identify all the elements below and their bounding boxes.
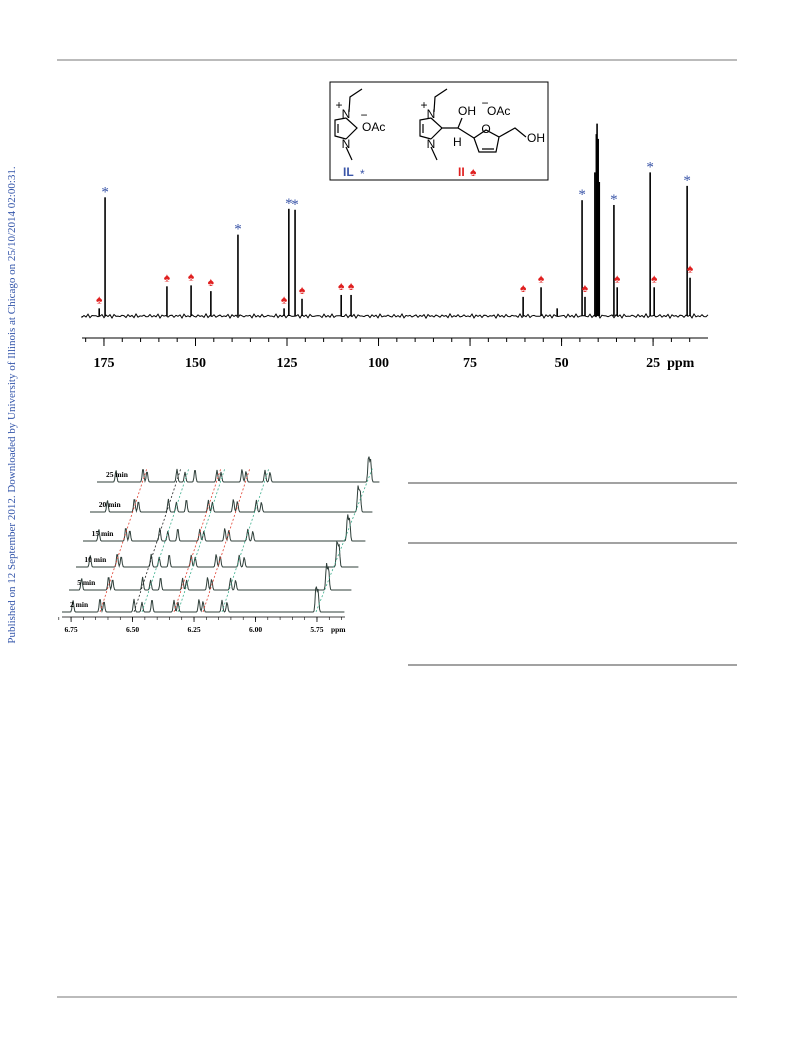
guide-line — [133, 467, 182, 613]
peak-marker: ♠ — [651, 271, 658, 285]
legend-label: II — [458, 165, 465, 179]
charge: − — [360, 108, 367, 122]
structure-box: N + N − OAc N + N OH H − OAc O OH IL * I… — [329, 81, 549, 181]
peak-marker: ♠ — [538, 271, 545, 285]
guide-line — [99, 467, 148, 613]
x-tick-label: 125 — [277, 356, 298, 371]
trace — [97, 456, 380, 483]
sidebar-note: Published on 12 September 2012. Download… — [6, 166, 18, 643]
peak-marker: * — [285, 196, 293, 212]
legend-label: IL — [343, 165, 354, 179]
atom: N — [427, 137, 436, 151]
peak-marker: * — [646, 159, 654, 175]
x-tick-label: 75 — [463, 356, 477, 371]
peak-marker: ♠ — [614, 271, 621, 285]
x-tick-label: 6.75 — [65, 625, 78, 634]
guide-line — [177, 467, 226, 613]
x-tick-label: 6.50 — [126, 625, 139, 634]
peak-marker: * — [291, 197, 299, 213]
x-tick-label: 150 — [185, 356, 206, 371]
anion: OAc — [362, 120, 385, 134]
peak-marker: ♠ — [96, 292, 103, 306]
row-label: 10 min — [84, 555, 107, 564]
peak-marker: * — [610, 192, 618, 208]
peak-marker: ♠ — [188, 269, 195, 283]
row-label: 5 min — [77, 578, 96, 587]
peak-marker: ♠ — [281, 292, 288, 306]
guide-line — [315, 467, 373, 613]
x-tick-label: 5.75 — [310, 625, 323, 634]
peak-marker: ♠ — [520, 281, 527, 295]
peak-marker: ♠ — [348, 279, 355, 293]
x-tick-label: 100 — [368, 356, 389, 371]
trace — [83, 514, 366, 542]
x-unit: ppm — [667, 356, 695, 371]
peak-marker: ♠ — [208, 275, 215, 289]
peak-marker: * — [101, 184, 109, 200]
legend-mark: * — [360, 167, 365, 181]
x-tick-label: 175 — [93, 356, 114, 371]
row-label: 25 min — [106, 470, 129, 479]
charge: − — [481, 96, 488, 110]
x-tick-label: 6.25 — [187, 625, 200, 634]
guide-line — [202, 467, 251, 613]
peak-marker: * — [234, 222, 242, 238]
x-tick-label: 6.00 — [249, 625, 262, 634]
peak-marker: ♠ — [299, 283, 306, 297]
x-tick-label: 50 — [555, 356, 569, 371]
peak-marker: * — [578, 187, 586, 203]
x-tick-label: 25 — [646, 356, 660, 371]
peak-marker: ♠ — [582, 281, 589, 295]
guide-line — [173, 467, 222, 613]
atom: OH — [458, 104, 476, 118]
guide-line — [141, 467, 190, 613]
anion: OAc — [487, 104, 510, 118]
charge: + — [420, 98, 427, 112]
trace — [69, 563, 352, 591]
peak-marker: ♠ — [687, 262, 694, 276]
atom: N — [342, 137, 351, 151]
atom: H — [453, 135, 462, 149]
row-label: 2 min — [70, 600, 89, 609]
legend-mark: ♠ — [470, 165, 477, 179]
atom: O — [481, 122, 490, 136]
guide-line — [221, 467, 270, 613]
atom: N — [342, 107, 351, 121]
trace — [62, 586, 345, 613]
atom: N — [427, 107, 436, 121]
figure-1: ♠*♠ ♠ ♠*♠**♠ ♠ ♠ ♠♠*♠*♠*♠*♠175 150 125 100 75 50 25… — [81, 123, 709, 371]
peak-marker: ♠ — [164, 270, 171, 284]
x-unit: ppm — [331, 625, 346, 634]
trace — [90, 485, 373, 513]
atom: OH — [527, 131, 545, 145]
row-label: 20 min — [99, 500, 122, 509]
peak-marker: ♠ — [338, 279, 345, 293]
peak-marker: * — [683, 173, 691, 189]
baseline — [81, 312, 709, 320]
trace — [76, 540, 359, 568]
row-label: 15 min — [92, 529, 115, 538]
charge: + — [335, 98, 342, 112]
figure-2: 2 min 5 min 10 min 15 min 20 min 25 min 6.75 6.… — [58, 456, 380, 634]
